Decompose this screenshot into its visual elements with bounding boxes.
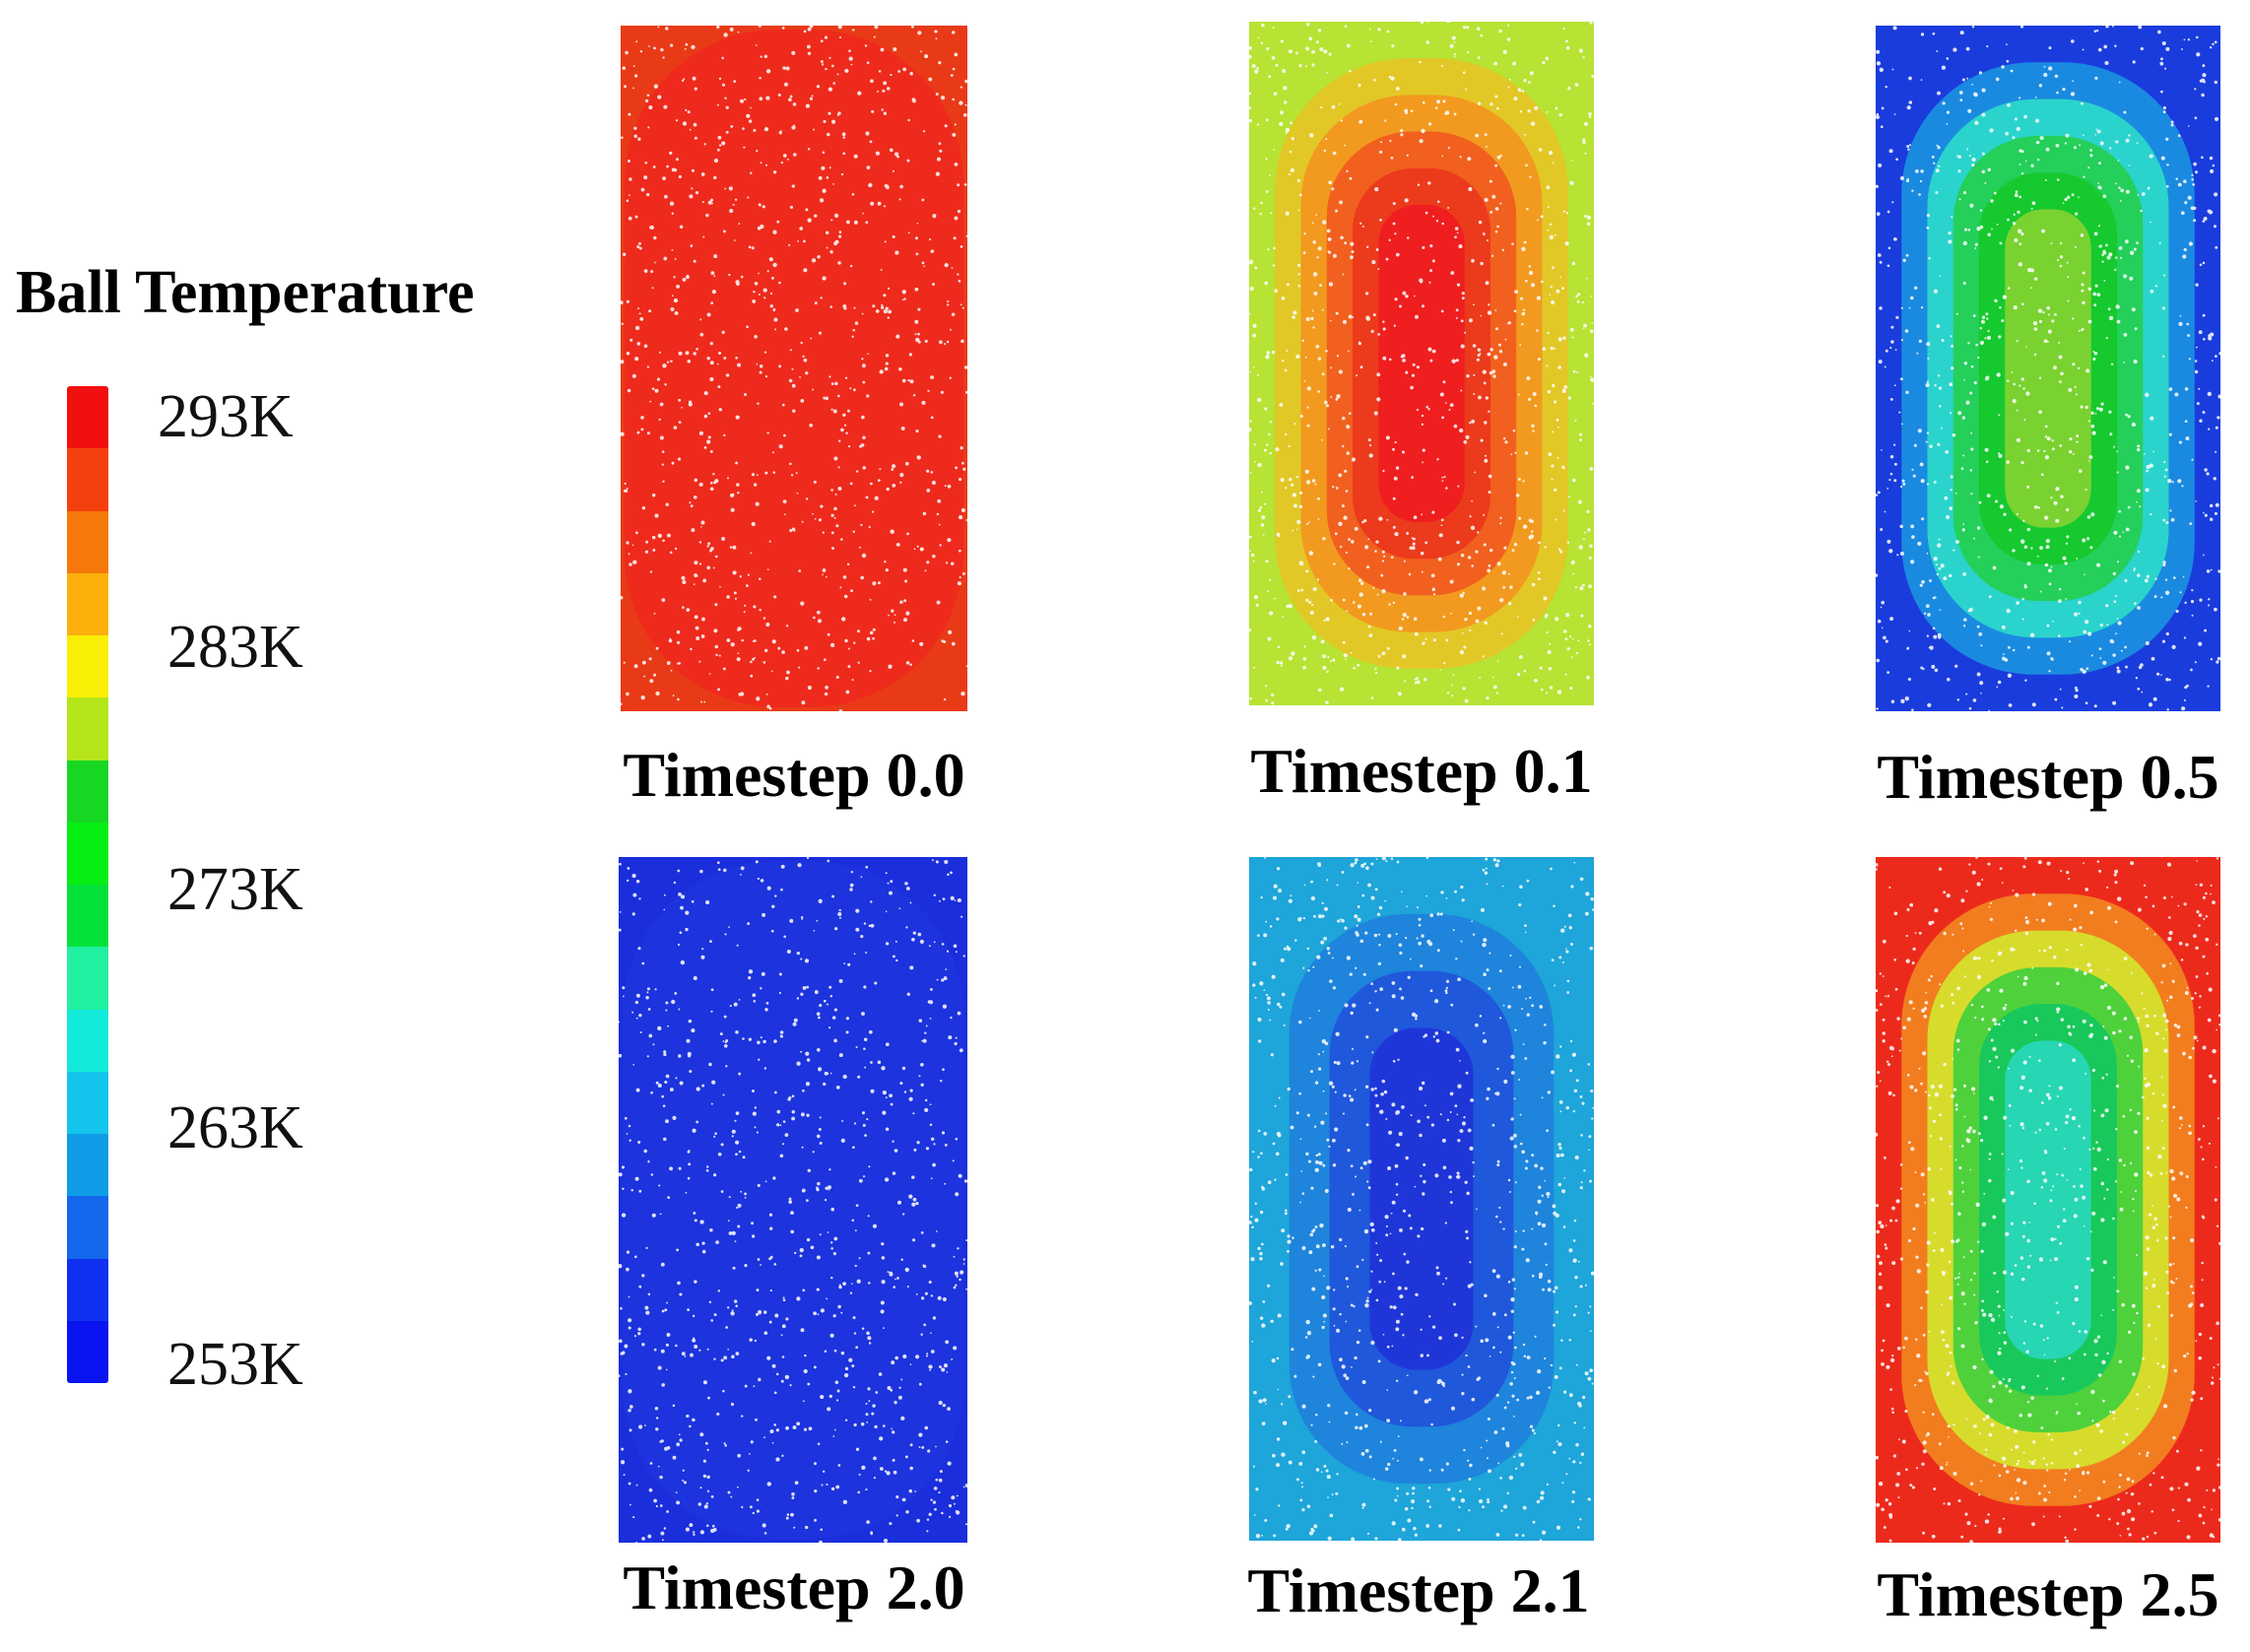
colorbar-segment <box>67 1134 108 1197</box>
temperature-field <box>621 26 967 711</box>
panel-timestep-2-0 <box>619 857 967 1543</box>
colorbar-segment <box>67 947 108 1010</box>
particle-speckle <box>1249 22 1594 705</box>
colorbar-segment <box>67 386 108 449</box>
panel-timestep-0-5 <box>1876 26 2220 711</box>
caption-timestep-0-5: Timestep 0.5 <box>1877 742 2219 812</box>
field-zone <box>623 861 963 1539</box>
caption-timestep-0-1: Timestep 0.1 <box>1250 736 1593 806</box>
colorbar-segment <box>67 697 108 760</box>
colorbar-segment <box>67 760 108 823</box>
colorbar-segment <box>67 822 108 885</box>
field-zone <box>625 30 963 707</box>
panel-timestep-2-1 <box>1249 857 1594 1541</box>
colorbar-segment <box>67 1071 108 1134</box>
colorbar-segment <box>67 448 108 511</box>
caption-timestep-2-1: Timestep 2.1 <box>1247 1555 1590 1625</box>
temperature-field <box>1876 26 2220 711</box>
panel-timestep-2-5 <box>1876 857 2220 1543</box>
colorbar <box>67 386 108 1383</box>
particle-speckle <box>1876 857 2220 1543</box>
field-zone <box>1378 204 1465 523</box>
colorbar-segment <box>67 1320 108 1383</box>
panel-timestep-0-1 <box>1249 22 1594 705</box>
colorbar-segment <box>67 635 108 698</box>
tick-label-273: 273K <box>167 856 303 923</box>
colorbar-segment <box>67 572 108 635</box>
colorbar-segment <box>67 885 108 948</box>
legend-title: Ball Temperature <box>16 259 475 326</box>
tick-label-283: 283K <box>167 614 303 681</box>
colorbar-segment <box>67 1009 108 1072</box>
field-zone <box>2005 1040 2091 1359</box>
colorbar-segment <box>67 510 108 573</box>
particle-speckle <box>1876 26 2220 711</box>
caption-timestep-2-0: Timestep 2.0 <box>623 1553 965 1622</box>
temperature-field <box>619 857 967 1543</box>
temperature-field <box>1249 857 1594 1541</box>
colorbar-segment <box>67 1196 108 1259</box>
field-zone <box>2005 209 2091 528</box>
caption-timestep-0-0: Timestep 0.0 <box>623 740 965 810</box>
caption-timestep-2-5: Timestep 2.5 <box>1877 1559 2219 1629</box>
particle-speckle <box>1249 857 1594 1541</box>
temperature-field <box>1876 857 2220 1543</box>
particle-speckle <box>619 857 967 1543</box>
field-zone <box>1369 1027 1474 1370</box>
tick-label-263: 263K <box>167 1094 303 1161</box>
panel-timestep-0-0 <box>621 26 967 711</box>
tick-label-293: 293K <box>158 383 294 450</box>
particle-speckle <box>621 26 967 711</box>
tick-label-253: 253K <box>167 1331 303 1398</box>
temperature-field <box>1249 22 1594 705</box>
colorbar-segment <box>67 1258 108 1321</box>
